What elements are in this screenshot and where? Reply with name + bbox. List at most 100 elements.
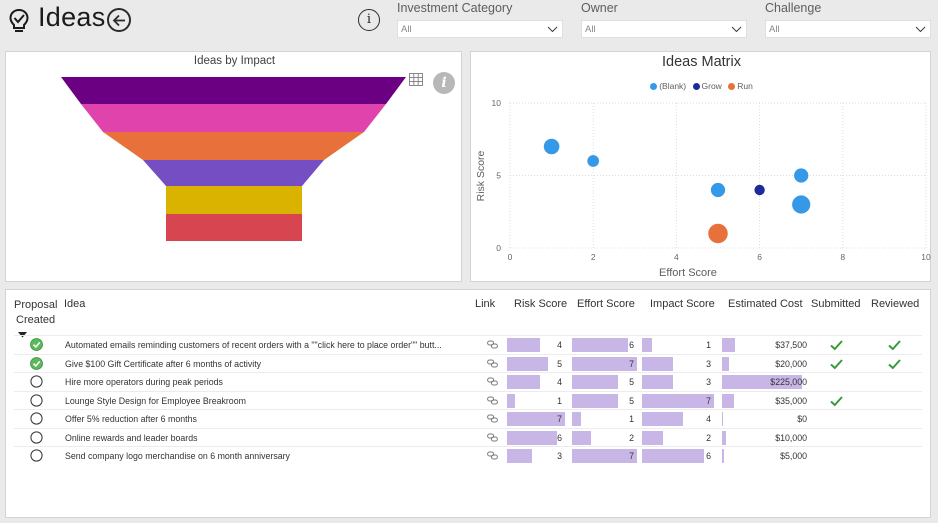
investment-category-dropdown[interactable]: All (397, 20, 563, 38)
column-header-impact-score[interactable]: Impact Score (650, 298, 715, 310)
scatter-point[interactable] (587, 155, 600, 167)
risk-score-bar (507, 356, 549, 371)
checkmark-icon (888, 340, 901, 351)
ideas-by-impact-visual[interactable]: Ideas by Impact i (5, 51, 462, 282)
effort-score-bar (572, 393, 619, 408)
effort-score-value: 1 (629, 414, 634, 424)
impact-score-value: 6 (706, 451, 711, 461)
funnel-segment[interactable] (166, 186, 302, 214)
impact-score-bar (642, 375, 673, 389)
idea-text: Lounge Style Design for Employee Breakro… (65, 395, 246, 406)
estimated-cost-value: $20,000 (775, 358, 807, 369)
link-icon[interactable] (487, 396, 498, 405)
investment-category-slicer: Investment Category All (397, 0, 563, 38)
check-circle-icon (30, 356, 43, 370)
checkmark-icon (830, 395, 843, 406)
idea-text: Online rewards and leader boards (65, 432, 198, 443)
header-line: Proposal (14, 299, 58, 311)
column-header-estimated-cost[interactable]: Estimated Cost (728, 298, 803, 310)
column-header-proposal-created[interactable]: Proposal Created (14, 298, 58, 338)
table-row[interactable]: Send company logo merchandise on 6 month… (14, 446, 922, 465)
idea-text: Give $100 Gift Certificate after 6 month… (65, 358, 262, 369)
info-icon: i (366, 12, 372, 27)
y-tick-label: 0 (496, 243, 501, 253)
funnel-segment[interactable] (81, 104, 386, 132)
legend-label: Grow (701, 81, 722, 91)
effort-score-bar (572, 412, 582, 426)
scatter-point[interactable] (792, 195, 811, 214)
effort-score-value: 6 (629, 340, 634, 350)
idea-text: Send company logo merchandise on 6 month… (65, 451, 290, 461)
info-button[interactable]: i (358, 9, 380, 31)
page-title: Ideas (38, 2, 106, 32)
column-header-idea[interactable]: Idea (64, 298, 86, 310)
back-button[interactable] (107, 8, 131, 32)
link-icon[interactable] (487, 451, 498, 460)
x-tick-label: 10 (921, 252, 931, 262)
scatter-chart[interactable]: 0 2 4 6 8 10 0 5 10 Effort Score Risk Score (471, 52, 932, 283)
impact-score-bar (642, 430, 663, 445)
ideas-matrix-visual[interactable]: Ideas Matrix (Blank) Grow Run 0 2 4 6 8 10 0 5 1… (470, 51, 931, 282)
effort-score-value: 7 (629, 358, 634, 369)
link-icon[interactable] (487, 433, 498, 442)
effort-score-value: 5 (629, 395, 634, 406)
table-row[interactable]: Lounge Style Design for Employee Breakro… (14, 390, 922, 410)
column-header-effort-score[interactable]: Effort Score (577, 298, 635, 310)
column-header-risk-score[interactable]: Risk Score (514, 298, 568, 310)
risk-score-bar (507, 449, 532, 463)
link-icon[interactable] (487, 340, 498, 349)
y-tick-label: 10 (492, 98, 502, 108)
impact-score-value: 1 (706, 340, 711, 350)
risk-score-value: 5 (557, 358, 562, 369)
estimated-cost-value: $225,000 (770, 377, 807, 387)
scatter-point[interactable] (794, 168, 809, 183)
table-row[interactable]: Hire more operators during peak periods 4… (14, 372, 922, 391)
estimated-cost-value: $0 (797, 414, 807, 424)
check-circle-icon (30, 338, 43, 351)
table-grid-icon[interactable] (409, 73, 423, 86)
column-header-link[interactable]: Link (475, 298, 496, 310)
link-icon[interactable] (487, 359, 498, 368)
slicer-value: All (769, 24, 780, 35)
challenge-dropdown[interactable]: All (765, 20, 931, 38)
estimated-cost-bar (722, 375, 802, 389)
arrow-left-icon (112, 14, 125, 27)
estimated-cost-value: $5,000 (780, 451, 807, 461)
estimated-cost-value: $10,000 (775, 432, 807, 443)
table-row[interactable]: Give $100 Gift Certificate after 6 month… (14, 353, 922, 373)
checkmark-icon (888, 358, 901, 369)
funnel-segment[interactable] (103, 132, 364, 160)
table-row[interactable]: Offer 5% reduction after 6 months 7 1 4 $0 (14, 409, 922, 428)
scatter-point[interactable] (710, 182, 726, 198)
legend-item-grow[interactable]: Grow (692, 81, 722, 91)
ideas-table-visual[interactable]: Proposal Created Idea Link Risk Score Ef… (5, 289, 931, 518)
risk-score-value: 4 (557, 340, 562, 350)
funnel-segment[interactable] (166, 214, 302, 241)
link-icon[interactable] (487, 414, 498, 423)
legend-item-run[interactable]: Run (728, 81, 753, 91)
column-header-submitted[interactable]: Submitted (811, 298, 861, 310)
info-icon[interactable]: i (433, 72, 455, 94)
column-header-reviewed[interactable]: Reviewed (871, 298, 920, 310)
estimated-cost-bar (722, 338, 736, 352)
table-row[interactable]: Online rewards and leader boards 6 2 2 $10,0… (14, 427, 922, 447)
funnel-segment[interactable] (143, 160, 324, 186)
y-axis-title: Risk Score (475, 150, 487, 201)
effort-score-bar (572, 356, 637, 371)
slicer-label: Investment Category (397, 1, 513, 15)
scatter-point[interactable] (543, 138, 560, 155)
risk-score-value: 6 (557, 432, 562, 443)
scatter-point[interactable] (708, 223, 728, 244)
legend-item-blank[interactable]: (Blank) (650, 81, 686, 91)
funnel-chart[interactable] (6, 52, 463, 283)
table-row[interactable]: Automated emails reminding customers of … (14, 335, 922, 354)
scatter-point[interactable] (754, 184, 765, 196)
estimated-cost-value: $35,000 (775, 395, 807, 406)
funnel-segment[interactable] (61, 77, 406, 104)
link-icon[interactable] (487, 377, 498, 386)
idea-text: Hire more operators during peak periods (65, 377, 223, 387)
effort-score-bar (572, 449, 637, 463)
owner-dropdown[interactable]: All (581, 20, 747, 38)
impact-score-value: 2 (706, 432, 711, 443)
effort-score-value: 2 (629, 432, 634, 443)
